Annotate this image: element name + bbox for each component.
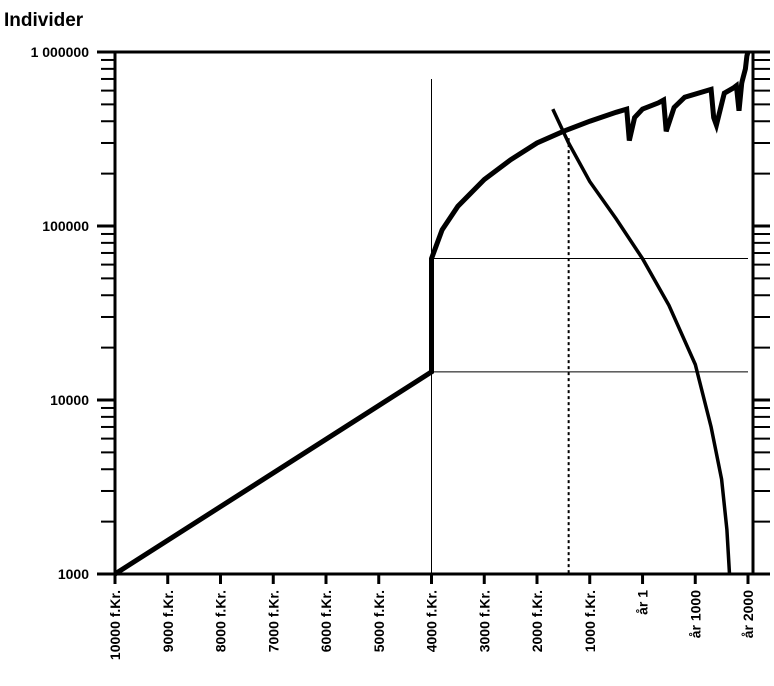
x-tick-label: 4000 f.Kr.	[424, 590, 440, 652]
series-line-1	[113, 51, 751, 577]
x-tick-label: år 1000	[687, 590, 703, 638]
y-tick-label: 100000	[42, 218, 89, 234]
y-tick-label: 10000	[50, 392, 89, 408]
x-tick-label: 9000 f.Kr.	[160, 590, 176, 652]
x-tick-label: 8000 f.Kr.	[213, 590, 229, 652]
x-tick-label: år 1	[635, 590, 651, 615]
x-tick-label: 10000 f.Kr.	[107, 590, 123, 660]
x-tick-label: 5000 f.Kr.	[371, 590, 387, 652]
y-tick-label: 1000	[58, 566, 89, 582]
plot-frame	[101, 50, 770, 576]
x-tick-label: 6000 f.Kr.	[318, 590, 334, 652]
series-line-2	[551, 108, 732, 575]
series-lines	[113, 51, 751, 577]
reference-lines	[431, 78, 748, 574]
y-tick-label: 1 000000	[31, 44, 90, 60]
x-tick-label: 2000 f.Kr.	[529, 590, 545, 652]
x-tick-label: 3000 f.Kr.	[476, 590, 492, 652]
x-tick-label: 1000 f.Kr.	[582, 590, 598, 652]
x-axis-ticks: 10000 f.Kr. 9000 f.Kr. 8000 f.Kr. 7000 f.Kr…	[107, 574, 756, 660]
x-tick-label: 7000 f.Kr.	[265, 590, 281, 652]
y-axis-title: Individer	[4, 10, 84, 31]
y-axis-ticks: 1000 10000 100000 1 000000	[31, 44, 770, 582]
x-tick-label: år 2000	[740, 590, 756, 638]
